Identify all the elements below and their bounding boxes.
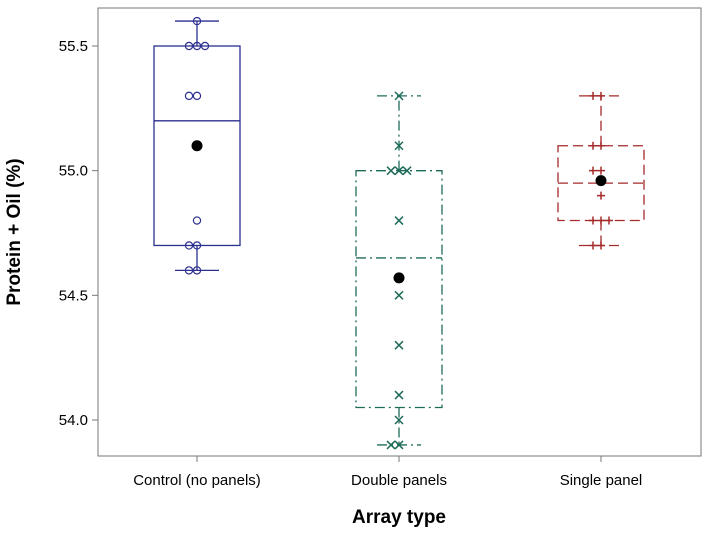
x-tick-label: Double panels — [351, 472, 447, 489]
data-point — [589, 216, 597, 225]
data-point — [184, 266, 194, 275]
box-group — [355, 91, 443, 450]
data-point — [589, 241, 597, 250]
data-point — [184, 41, 194, 51]
data-point — [394, 415, 404, 425]
box-group — [153, 16, 241, 275]
data-point — [184, 241, 194, 250]
data-point — [402, 166, 412, 176]
y-axis: 54.0 54.5 55.0 55.5 — [59, 38, 98, 429]
data-point — [589, 141, 597, 150]
data-point — [192, 216, 202, 225]
data-point — [394, 216, 404, 226]
data-point — [394, 440, 404, 450]
y-axis-title: Protein + Oil (%) — [4, 158, 25, 305]
data-point — [394, 166, 404, 176]
data-point — [394, 91, 404, 101]
data-point — [394, 390, 404, 400]
data-point — [394, 290, 404, 300]
data-point — [192, 41, 202, 51]
box-iqr — [153, 45, 241, 247]
y-tick-label: 55.5 — [59, 38, 88, 55]
data-point — [192, 266, 202, 275]
data-point — [597, 241, 605, 250]
plot-frame — [97, 7, 702, 457]
data-point — [597, 141, 605, 150]
data-point — [597, 191, 605, 200]
data-point — [394, 340, 404, 350]
x-axis: Control (no panels) Double panels Single p… — [133, 456, 642, 489]
data-point — [589, 91, 597, 100]
data-point — [589, 166, 597, 175]
mean-marker — [393, 272, 405, 284]
data-point — [386, 166, 396, 176]
data-point — [597, 91, 605, 100]
x-tick-label: Control (no panels) — [133, 472, 261, 489]
x-tick-label: Single panel — [560, 472, 643, 489]
y-tick-label: 54.5 — [59, 287, 88, 304]
y-tick-label: 55.0 — [59, 163, 88, 180]
data-point — [597, 166, 605, 175]
data-point — [192, 241, 202, 250]
plot-area — [153, 16, 645, 450]
data-point — [184, 91, 194, 101]
data-point — [192, 16, 202, 26]
x-axis-title: Array type — [352, 507, 446, 528]
box-iqr — [355, 170, 443, 409]
data-point — [200, 41, 210, 51]
mean-marker — [595, 175, 607, 187]
box-group — [557, 91, 645, 250]
data-point — [597, 216, 605, 225]
data-point — [394, 141, 404, 151]
data-point — [386, 440, 396, 450]
mean-marker — [191, 140, 203, 152]
y-tick-label: 54.0 — [59, 412, 88, 429]
data-point — [605, 216, 613, 225]
data-point — [192, 91, 202, 101]
